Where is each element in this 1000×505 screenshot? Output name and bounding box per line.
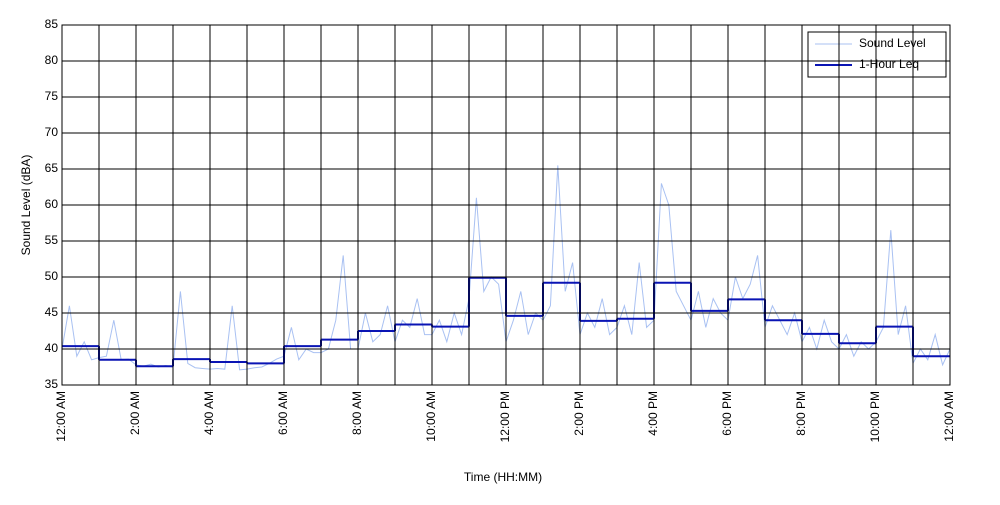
x-axis-label: Time (HH:MM) [464, 470, 542, 484]
x-tick-label: 4:00 AM [202, 391, 216, 435]
x-tick-label: 2:00 AM [128, 391, 142, 435]
x-tick-label: 4:00 PM [646, 391, 660, 436]
x-tick-label: 8:00 PM [794, 391, 808, 436]
y-tick-label: 80 [45, 53, 59, 67]
y-tick-label: 60 [45, 197, 59, 211]
y-tick-label: 55 [45, 233, 59, 247]
x-tick-label: 10:00 PM [868, 391, 882, 442]
y-tick-label: 40 [45, 341, 59, 355]
legend-label: 1-Hour Leq [859, 57, 919, 71]
legend-box [807, 31, 947, 78]
x-tick-label: 10:00 AM [424, 391, 438, 442]
x-tick-label: 8:00 AM [350, 391, 364, 435]
x-tick-label: 6:00 AM [276, 391, 290, 435]
y-tick-label: 45 [45, 305, 59, 319]
x-tick-label: 12:00 AM [942, 391, 956, 442]
y-tick-label: 70 [45, 125, 59, 139]
x-tick-label: 6:00 PM [720, 391, 734, 436]
legend-label: Sound Level [859, 36, 926, 50]
axes-frame [61, 24, 951, 386]
y-tick-label: 75 [45, 89, 59, 103]
legend: Sound Level 1-Hour Leq [807, 31, 947, 78]
y-axis-label: Sound Level (dBA) [19, 155, 33, 256]
x-tick-label: 12:00 PM [498, 391, 512, 442]
y-tick-label: 85 [45, 17, 59, 31]
y-tick-label: 35 [45, 377, 59, 391]
x-tick-label: 12:00 AM [54, 391, 68, 442]
y-tick-label: 50 [45, 269, 59, 283]
y-tick-label: 65 [45, 161, 59, 175]
x-tick-label: 2:00 PM [572, 391, 586, 436]
